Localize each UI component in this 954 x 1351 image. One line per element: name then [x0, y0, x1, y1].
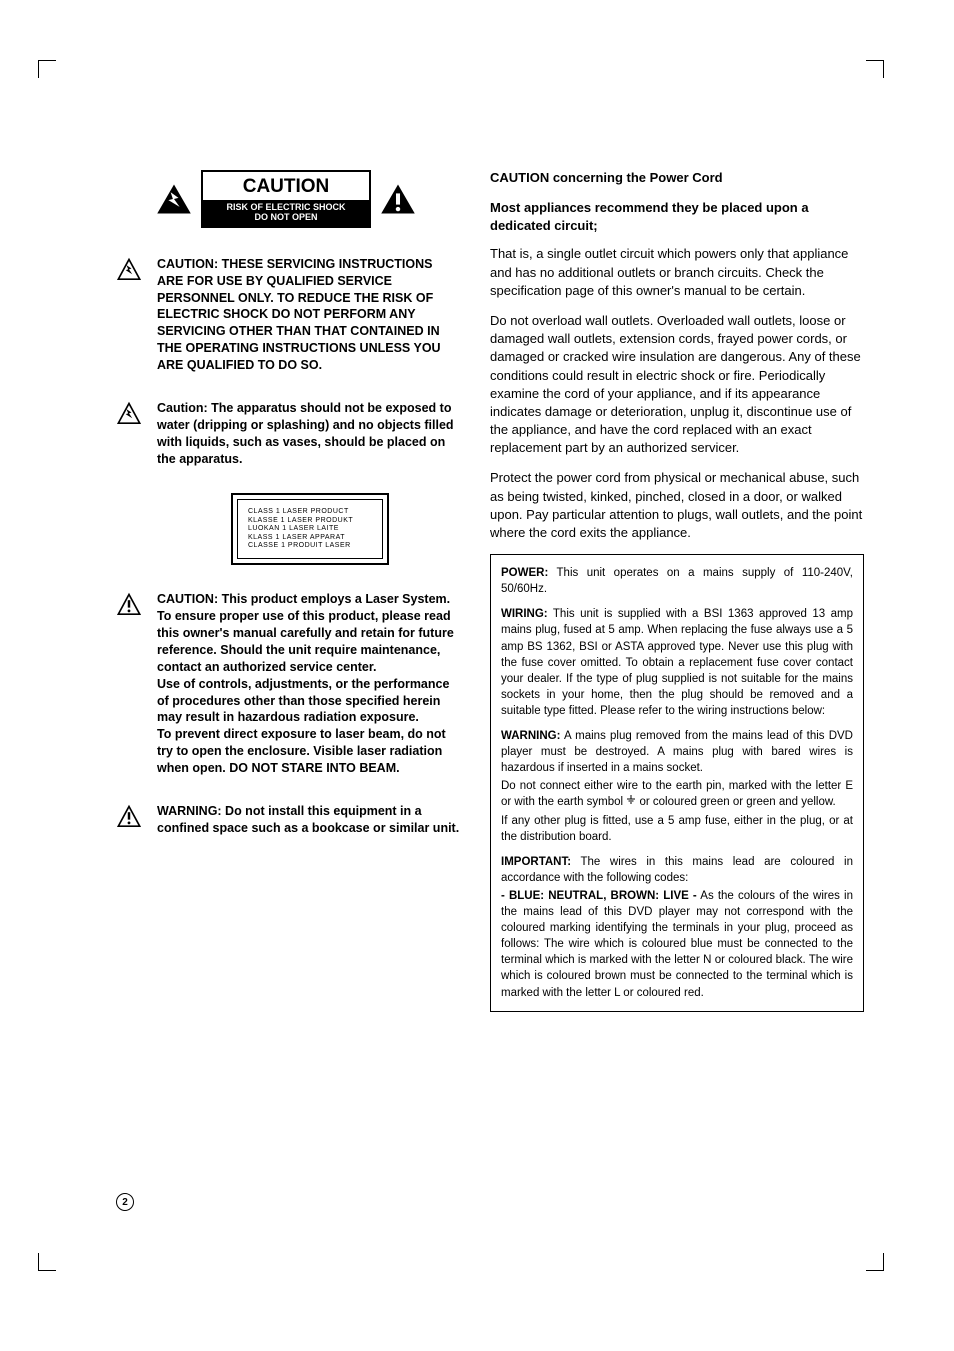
warning-block-2: Caution: The apparatus should not be exp… — [160, 400, 460, 468]
wiring-codes: - BLUE: NEUTRAL, BROWN: LIVE - As the co… — [501, 888, 853, 1001]
warning-block-1: CAUTION: THESE SERVICING INSTRUCTIONS AR… — [160, 256, 460, 374]
wiring-power-label: POWER: — [501, 567, 548, 579]
page-content: CAUTION RISK OF ELECTRIC SHOCK DO NOT OP… — [0, 0, 954, 1351]
wiring-important: IMPORTANT: The wires in this mains lead … — [501, 854, 853, 886]
wiring-wiring: WIRING: This unit is supplied with a BSI… — [501, 606, 853, 719]
laser-class-label-inner: CLASS 1 LASER PRODUCT KLASSE 1 LASER PRO… — [237, 499, 383, 559]
right-sub-bold: Most appliances recommend they be placed… — [490, 199, 864, 235]
right-p3: Protect the power cord from physical or … — [490, 469, 864, 542]
wiring-power-text: This unit operates on a mains supply of … — [501, 567, 853, 595]
earth-symbol-icon — [626, 794, 636, 810]
right-p2: Do not overload wall outlets. Overloaded… — [490, 312, 864, 458]
warning-text-1: CAUTION: THESE SERVICING INSTRUCTIONS AR… — [157, 256, 460, 374]
right-heading: CAUTION concerning the Power Cord — [490, 170, 864, 185]
wiring-warning: WARNING: A mains plug removed from the m… — [501, 728, 853, 776]
laser-line-2: KLASSE 1 LASER PRODUKT — [248, 517, 372, 525]
caution-box: CAUTION RISK OF ELECTRIC SHOCK DO NOT OP… — [201, 170, 371, 228]
caution-sub-line2: DO NOT OPEN — [254, 212, 317, 222]
caution-sub-line1: RISK OF ELECTRIC SHOCK — [226, 202, 345, 212]
laser-line-5: CLASSE 1 PRODUIT LASER — [248, 542, 372, 550]
warning-text-3: CAUTION: This product employs a Laser Sy… — [157, 591, 460, 777]
lightning-triangle-icon — [115, 400, 145, 468]
left-column: CAUTION RISK OF ELECTRIC SHOCK DO NOT OP… — [160, 170, 460, 1012]
wiring-wiring-text: This unit is supplied with a BSI 1363 ap… — [501, 608, 853, 717]
wiring-important-label: IMPORTANT: — [501, 856, 571, 868]
laser-line-1: CLASS 1 LASER PRODUCT — [248, 508, 372, 516]
laser-line-3: LUOKAN 1 LASER LAITE — [248, 525, 372, 533]
caution-subtitle: RISK OF ELECTRIC SHOCK DO NOT OPEN — [203, 201, 369, 226]
lightning-triangle-icon — [155, 182, 193, 216]
laser-line-4: KLASS 1 LASER APPARAT — [248, 534, 372, 542]
warning-block-3: CAUTION: This product employs a Laser Sy… — [160, 591, 460, 777]
page-number: 2 — [116, 1193, 134, 1211]
wiring-warning2b: or coloured green or green and yellow. — [636, 796, 835, 808]
wiring-power: POWER: This unit operates on a mains sup… — [501, 565, 853, 597]
caution-title: CAUTION — [203, 172, 369, 201]
exclamation-triangle-icon — [115, 591, 145, 777]
wiring-wiring-label: WIRING: — [501, 608, 548, 620]
caution-header-row: CAUTION RISK OF ELECTRIC SHOCK DO NOT OP… — [155, 170, 460, 228]
right-column: CAUTION concerning the Power Cord Most a… — [490, 170, 864, 1012]
warning-block-4: WARNING: Do not install this equipment i… — [160, 803, 460, 837]
laser-class-label: CLASS 1 LASER PRODUCT KLASSE 1 LASER PRO… — [231, 493, 389, 565]
wiring-warning-label: WARNING: — [501, 730, 560, 742]
right-p1: That is, a single outlet circuit which p… — [490, 245, 864, 300]
wiring-warning3: If any other plug is fitted, use a 5 amp… — [501, 813, 853, 845]
wiring-info-box: POWER: This unit operates on a mains sup… — [490, 554, 864, 1011]
warning-text-2: Caution: The apparatus should not be exp… — [157, 400, 460, 468]
wiring-warning2: Do not connect either wire to the earth … — [501, 778, 853, 810]
lightning-triangle-icon — [115, 256, 145, 374]
wiring-codes-text: As the colours of the wires in the mains… — [501, 890, 853, 999]
laser-label-wrap: CLASS 1 LASER PRODUCT KLASSE 1 LASER PRO… — [160, 493, 460, 565]
exclamation-triangle-icon — [379, 182, 417, 216]
exclamation-triangle-icon — [115, 803, 145, 837]
warning-text-4: WARNING: Do not install this equipment i… — [157, 803, 460, 837]
two-column-layout: CAUTION RISK OF ELECTRIC SHOCK DO NOT OP… — [160, 170, 864, 1012]
wiring-codes-label: - BLUE: NEUTRAL, BROWN: LIVE - — [501, 890, 697, 902]
